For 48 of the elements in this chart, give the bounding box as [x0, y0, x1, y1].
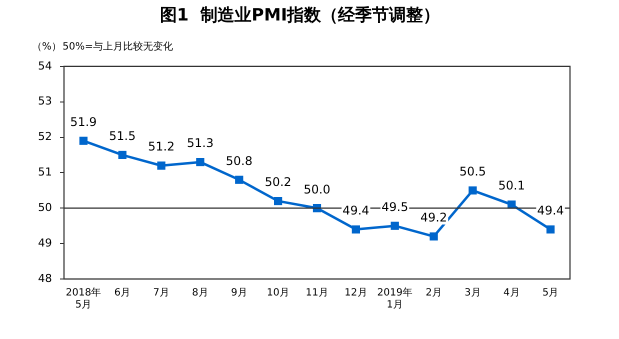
y-tick-label: 51	[38, 166, 52, 179]
x-tick-label: 5月	[542, 288, 559, 299]
y-tick-label: 52	[38, 130, 52, 144]
data-label: 49.4	[537, 204, 564, 218]
x-tick-label: 6月	[114, 288, 131, 299]
point	[118, 150, 126, 160]
x-tick-label: 9月	[230, 288, 248, 299]
point	[196, 158, 204, 166]
data-label: 49.5	[381, 200, 408, 214]
y-axis-title: （%）	[32, 42, 62, 53]
data-label: 51.2	[148, 140, 175, 154]
data-label: 49.2	[420, 210, 448, 225]
data-label: 51.9	[70, 114, 97, 129]
x-tick-label: 2018年 5月	[66, 286, 102, 311]
y-tick-label: 53	[38, 94, 52, 108]
x-tick-label: 8月	[192, 288, 208, 299]
x-tick-label: 2019年 1月	[377, 286, 413, 311]
y-tick-label: 54	[38, 59, 52, 72]
x-tick-label: 2月	[426, 288, 442, 299]
text: 50%=与上月比较无变化	[62, 40, 174, 53]
point	[508, 200, 516, 209]
point	[157, 162, 166, 170]
x-tick-label: 7月	[153, 288, 170, 299]
x-tick-label: 4月	[503, 288, 520, 299]
point	[390, 222, 399, 230]
data-label: 50.5	[459, 164, 486, 179]
point	[430, 232, 438, 241]
y-tick-label: 49	[38, 236, 52, 250]
data-label: 50.2	[264, 175, 292, 190]
x-tick-label: 11月	[306, 288, 328, 299]
data-label: 50.8	[226, 154, 253, 168]
y-tick-label: 48	[38, 272, 52, 285]
data-label: 49.4	[342, 204, 370, 218]
x-tick-label: 12月	[344, 288, 368, 299]
y-tick-label: 50	[38, 200, 52, 214]
point	[352, 225, 360, 234]
chart-title: 图1 制造业PMI指数（经季节调整）	[160, 6, 440, 26]
data-label: 50.1	[498, 178, 525, 193]
point	[274, 196, 282, 206]
point	[546, 225, 555, 234]
data-label: 50.0	[304, 182, 330, 196]
x-tick-label: 3月	[464, 288, 481, 299]
data-label: 51.3	[186, 136, 214, 150]
x-tick-label: 10月	[266, 288, 290, 299]
point	[235, 176, 244, 184]
point	[79, 136, 88, 145]
point	[468, 186, 477, 194]
data-label: 51.5	[109, 129, 136, 144]
